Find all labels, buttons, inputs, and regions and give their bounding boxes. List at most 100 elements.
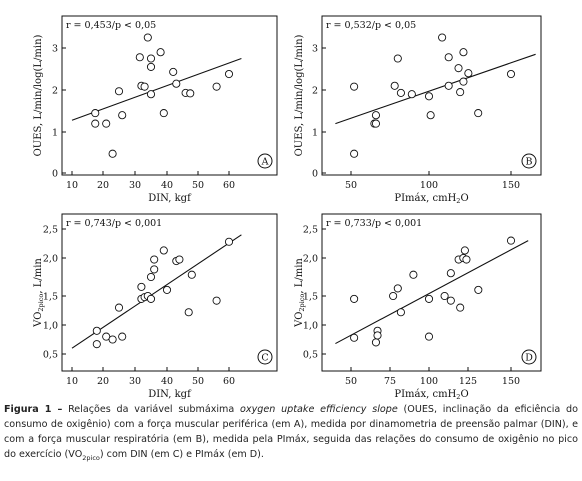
panel-a-data-point xyxy=(102,119,111,128)
panel-c-x-tick-label: 50 xyxy=(192,376,204,387)
panel-a-regression-line xyxy=(71,57,242,121)
panel-b-data-point xyxy=(350,82,359,91)
caption-lead: Figura 1 – xyxy=(4,404,63,415)
panel-c-x-tick-label: 40 xyxy=(161,376,173,387)
panel-c-data-point xyxy=(137,282,146,291)
panel-a-plot-frame xyxy=(61,15,278,176)
panel-b-data-point xyxy=(438,33,447,42)
panel-c-y-tick-label: 0,5 xyxy=(43,350,58,361)
panel-b-data-point xyxy=(459,48,468,57)
panel-a-x-axis-label: DIN, kgf xyxy=(148,193,192,204)
panel-a-data-point xyxy=(159,109,168,118)
panel-a-data-point xyxy=(146,62,156,71)
panel-a-y-tick-label: 3 xyxy=(52,44,58,55)
panel-b-data-point xyxy=(444,53,453,62)
panel-d-data-point xyxy=(446,269,455,278)
panel-d-label-circle xyxy=(521,349,537,365)
panel-c-data-point xyxy=(212,296,221,305)
panel-b-x-tick-label: 50 xyxy=(345,180,357,191)
panel-d-data-point xyxy=(373,331,382,340)
panel-c-correlation-annotation: r = 0,743/p < 0,001 xyxy=(66,218,162,229)
panel-c-data-point xyxy=(150,265,159,274)
panel-b-data-point xyxy=(474,109,483,118)
panel-a-data-point xyxy=(169,67,178,76)
panel-a-data-point xyxy=(143,33,152,42)
panel-d-y-axis-label: VO2pico, L/min xyxy=(294,258,306,328)
panel-c-x-axis-label: DIN, kgf xyxy=(148,389,192,400)
panel-a-data-point xyxy=(186,89,195,98)
panel-c-data-point xyxy=(92,326,101,335)
panel-a-data-point xyxy=(91,119,100,128)
panel-b-correlation-annotation: r = 0,532/p < 0,05 xyxy=(326,20,416,31)
panel-d-data-point xyxy=(474,285,483,294)
panel-b-plot-frame xyxy=(321,15,542,176)
panel-a-data-point xyxy=(224,69,234,79)
panel-d-data-point xyxy=(350,333,359,342)
panel-a-correlation-annotation: r = 0,453/p < 0,05 xyxy=(66,20,156,31)
panel-d-data-point xyxy=(396,308,405,317)
panel-a-data-point xyxy=(91,109,100,118)
panel-c-data-point xyxy=(187,270,196,279)
panel-b-data-point xyxy=(454,64,463,73)
panel-c-data-point xyxy=(146,294,156,303)
panel-b-x-axis-label: PImáx, cmH2O xyxy=(394,193,468,205)
panel-a-data-point xyxy=(118,111,127,120)
panel-a-data-point xyxy=(156,48,165,57)
panel-d-data-point xyxy=(462,255,471,264)
panel-c-plot-frame xyxy=(61,213,278,372)
panel-d-data-point xyxy=(446,296,455,305)
panel-b-data-point xyxy=(350,149,359,158)
panel-b-x-tick-label: 150 xyxy=(502,180,520,191)
panel-c-y-axis-label: VO2pico, L/min xyxy=(33,258,45,328)
caption-subscript: 2pico xyxy=(82,453,100,462)
panel-d-data-point xyxy=(371,338,381,347)
panel-d-data-point xyxy=(506,236,516,245)
panel-b-data-point xyxy=(426,111,435,120)
panel-a-x-tick-label: 20 xyxy=(97,180,109,191)
panel-d-label: D xyxy=(525,353,533,364)
panel-d-y-tick-label: 0,5 xyxy=(303,350,318,361)
panel-d-data-point xyxy=(350,294,359,303)
panel-c-data-point xyxy=(114,303,124,312)
panel-c-data-point xyxy=(92,340,101,349)
panel-b-data-point xyxy=(407,90,416,99)
caption-italic-term: oxygen uptake efficiency slope xyxy=(240,404,398,415)
panel-a-data-point xyxy=(140,82,149,91)
panel-d-correlation-annotation: r = 0,733/p < 0,001 xyxy=(326,218,422,229)
panel-d-data-point xyxy=(409,270,418,279)
panel-d-plot-frame xyxy=(321,213,542,372)
panel-c-data-point xyxy=(224,237,234,246)
panel-a-data-point xyxy=(135,53,144,62)
panel-b-data-point xyxy=(456,88,465,97)
panel-d-data-point xyxy=(424,294,434,303)
panel-b-regression-line xyxy=(335,53,536,125)
panel-d-data-point xyxy=(460,246,469,255)
panel-b-y-tick-label: 2 xyxy=(312,86,318,97)
panel-a-label: A xyxy=(261,157,269,168)
panel-a-data-point xyxy=(146,54,156,63)
panel-c-x-tick-label: 20 xyxy=(97,376,109,387)
panel-b-y-axis-label: OUES, L/min/log(L/min) xyxy=(294,34,305,156)
panel-c-data-point xyxy=(118,332,127,341)
panel-b-label-circle xyxy=(521,153,537,169)
panel-c-x-tick-label: 10 xyxy=(66,376,78,387)
panel-a-x-tick-label: 30 xyxy=(129,180,141,191)
panel-c-y-tick-label: 2,5 xyxy=(43,225,58,236)
panel-c-data-point xyxy=(175,255,184,264)
panel-a-y-tick-label: 1 xyxy=(52,128,58,139)
panel-d-x-tick-label: 75 xyxy=(384,376,396,387)
panel-b-data-point xyxy=(371,111,381,120)
panel-d-x-tick-label: 100 xyxy=(420,376,438,387)
caption-text-1: Relações da variável submáxima xyxy=(62,404,241,415)
panel-a-data-point xyxy=(146,90,156,99)
panel-b-data-point xyxy=(459,77,468,86)
panel-d-y-tick-label: 2,0 xyxy=(303,254,318,265)
panel-a-x-tick-label: 40 xyxy=(161,180,173,191)
panel-d-data-point xyxy=(440,291,449,301)
panel-d-x-axis-label: PImáx, cmH2O xyxy=(394,389,468,400)
panel-c-y-tick-label: 1,0 xyxy=(43,321,58,332)
panel-b-y-tick-label: 1 xyxy=(312,128,318,139)
panel-c-data-point xyxy=(146,272,156,282)
panel-b-label: B xyxy=(526,157,533,168)
panel-d-y-tick-label: 2,5 xyxy=(303,225,318,236)
